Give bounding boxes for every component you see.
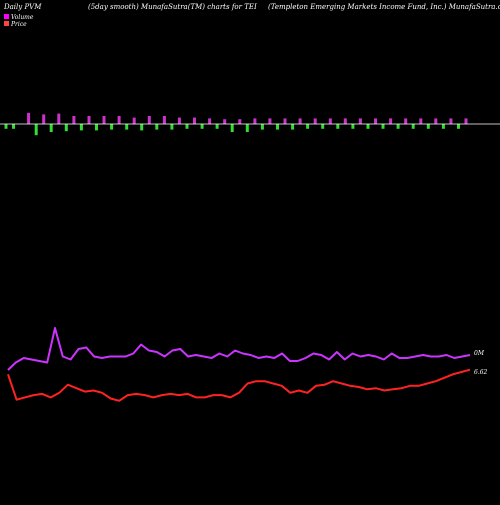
volume-bar: [117, 116, 121, 124]
volume-bar: [396, 124, 400, 129]
volume-bar: [102, 116, 106, 124]
volume-bar: [193, 117, 196, 124]
volume-bar: [177, 117, 181, 124]
volume-bar: [215, 124, 219, 129]
volume-bar: [223, 119, 227, 124]
volume-bar: [457, 124, 460, 129]
volume-bar: [245, 124, 249, 132]
volume-bar: [49, 124, 53, 132]
volume-bar: [147, 116, 151, 124]
volume-bar: [155, 124, 159, 130]
volume-bar: [313, 118, 317, 124]
volume-bar: [419, 118, 423, 124]
volume-bar: [298, 118, 302, 124]
volume-line: [7, 327, 471, 371]
volume-bar: [374, 118, 377, 124]
volume-bars-group: [4, 112, 468, 136]
volume-bar: [200, 124, 204, 129]
volume-bar: [366, 124, 370, 129]
volume-bar: [306, 124, 310, 129]
header-center: (5day smooth) MunafaSutra(TM) charts for…: [88, 3, 257, 11]
volume-bar: [57, 113, 61, 124]
volume-bar: [276, 124, 279, 130]
volume-bar: [283, 118, 287, 124]
legend-price-label: Price: [10, 21, 27, 28]
volume-bar: [162, 116, 166, 124]
volume-end-label: 0M: [474, 350, 485, 357]
volume-bar: [140, 124, 144, 131]
volume-bar: [343, 118, 347, 124]
header-left: Daily PVM: [3, 3, 42, 11]
volume-bar: [351, 124, 355, 129]
legend-price-swatch: [4, 21, 9, 26]
volume-bar: [208, 118, 212, 124]
volume-bar: [464, 118, 468, 124]
volume-bar: [125, 124, 129, 130]
volume-bar: [72, 116, 76, 124]
price-end-label: 6.62: [474, 369, 488, 376]
volume-bar: [110, 124, 114, 130]
volume-bar: [426, 124, 430, 129]
volume-bar: [132, 117, 136, 124]
volume-bar: [42, 114, 46, 124]
volume-bar: [4, 124, 8, 129]
volume-bar: [389, 118, 393, 124]
volume-bar: [185, 124, 189, 129]
volume-bar: [79, 124, 83, 131]
volume-bar: [336, 124, 340, 129]
volume-bar: [64, 124, 68, 132]
volume-bar: [321, 124, 325, 129]
volume-bar: [230, 124, 234, 132]
volume-bar: [291, 124, 295, 130]
header-right: (Templeton Emerging Markets Income Fund,…: [268, 3, 500, 11]
volume-bar: [238, 119, 242, 124]
volume-bar: [449, 118, 453, 124]
volume-bar: [268, 118, 272, 124]
volume-bar: [404, 118, 408, 124]
volume-bar: [95, 124, 98, 131]
volume-bar: [411, 124, 415, 129]
volume-bar: [87, 116, 91, 124]
volume-bar: [253, 118, 257, 124]
volume-bar: [34, 124, 38, 136]
legend-volume-label: Volume: [11, 14, 34, 21]
volume-bar: [434, 118, 438, 124]
volume-bar: [27, 112, 31, 124]
legend-volume-swatch: [4, 14, 9, 19]
volume-bar: [328, 118, 332, 124]
volume-bar: [170, 124, 174, 130]
volume-bar: [260, 124, 264, 130]
price-line: [7, 368, 471, 402]
volume-bar: [381, 124, 385, 129]
volume-bar: [12, 124, 15, 129]
volume-bar: [358, 118, 362, 124]
volume-bar: [441, 124, 445, 129]
